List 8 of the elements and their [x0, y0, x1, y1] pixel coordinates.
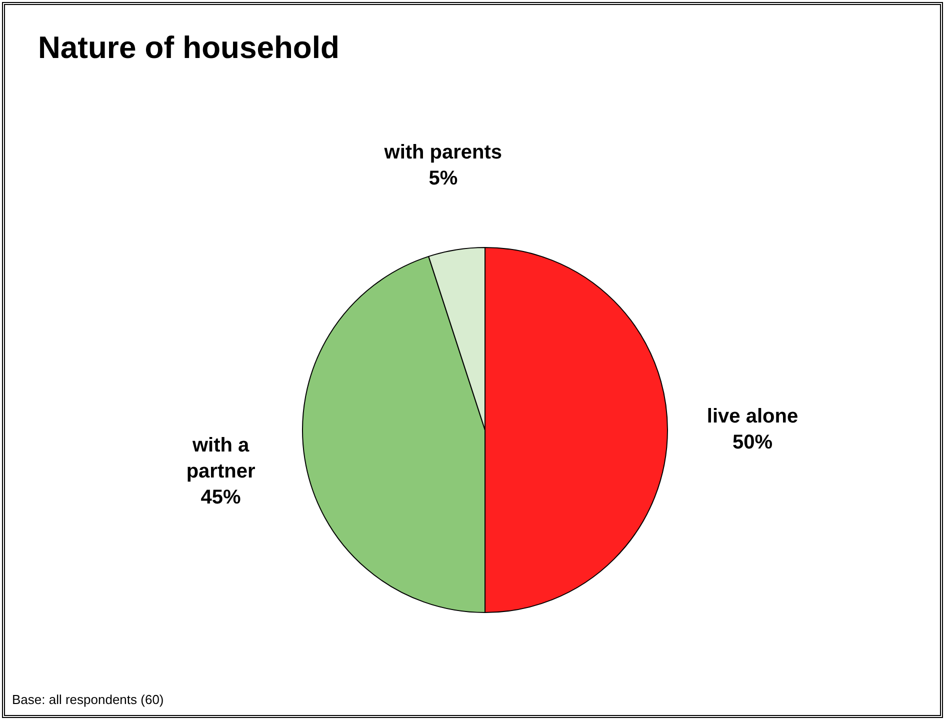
chart-title: Nature of household — [38, 30, 340, 66]
slice-label: live alone — [706, 406, 798, 428]
slice-label: with parents — [383, 141, 502, 164]
data-label: 5% — [428, 167, 458, 190]
text: Base: all respondents (60) — [12, 692, 164, 707]
slice-label: with a partner — [186, 434, 256, 482]
data-label: 50% — [732, 432, 773, 454]
data-label: 45% — [200, 486, 242, 508]
